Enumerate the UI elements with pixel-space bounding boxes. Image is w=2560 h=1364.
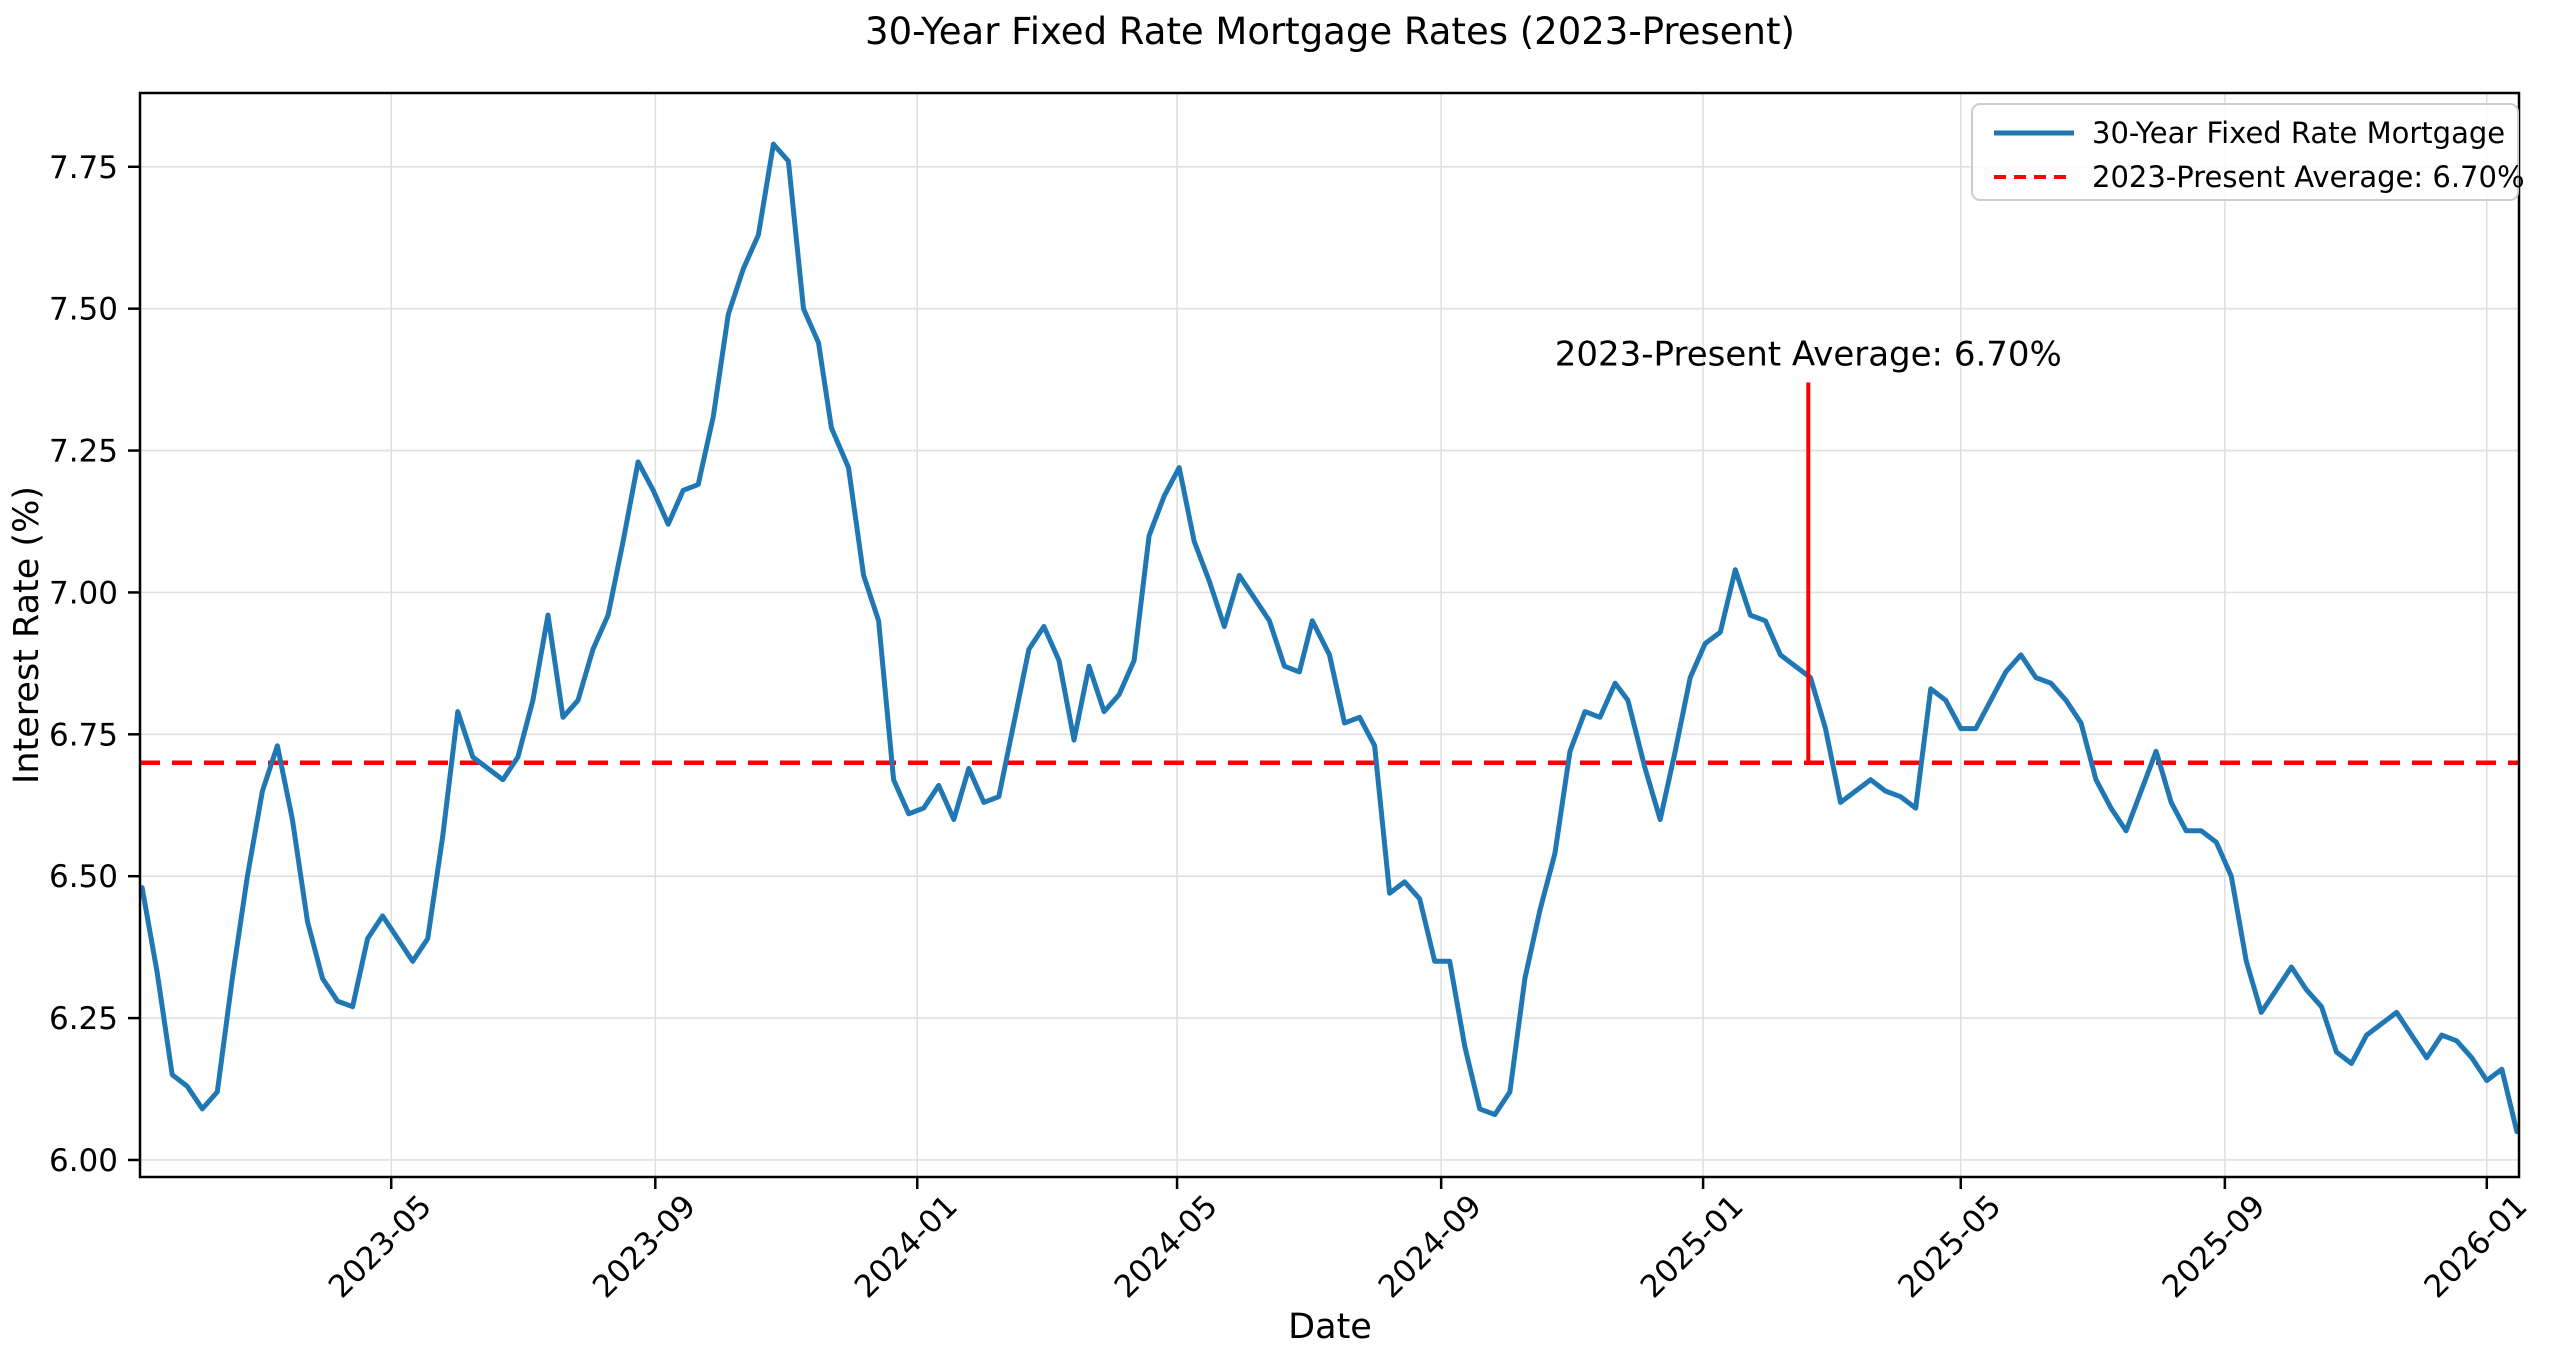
x-axis-label: Date xyxy=(1288,1307,1372,1347)
y-tick-label: 6.75 xyxy=(49,717,118,753)
x-tick-label: 2025-05 xyxy=(1891,1188,2008,1305)
axis-layer: 6.00 6.25 6.50 6.75 7.00 7.25 7.50 7.75 2023-05 2… xyxy=(49,150,2534,1305)
y-tick-label: 6.50 xyxy=(49,859,118,895)
legend-label-average: 2023-Present Average: 6.70% xyxy=(2092,160,2525,194)
y-tick-label: 7.50 xyxy=(49,292,118,328)
x-tick-label: 2026-01 xyxy=(2417,1188,2534,1305)
y-tick-label: 7.75 xyxy=(49,150,118,186)
x-tick-label: 2024-01 xyxy=(848,1188,965,1305)
y-tick-label: 7.00 xyxy=(49,575,118,611)
grid-layer xyxy=(140,93,2519,1177)
average-annotation-text: 2023-Present Average: 6.70% xyxy=(1555,334,2062,374)
x-tick-label: 2023-05 xyxy=(322,1188,439,1305)
x-tick-label: 2024-05 xyxy=(1108,1188,1225,1305)
plot-border xyxy=(138,91,2521,1179)
chart-title: 30-Year Fixed Rate Mortgage Rates (2023-… xyxy=(865,10,1795,53)
legend-box xyxy=(1971,103,2519,201)
legend-label-series: 30-Year Fixed Rate Mortgage xyxy=(2092,116,2505,150)
y-tick-label: 6.00 xyxy=(49,1143,118,1179)
x-tick-label: 2025-01 xyxy=(1634,1188,1751,1305)
x-tick-label: 2024-09 xyxy=(1372,1188,1489,1305)
y-tick-label: 7.25 xyxy=(49,434,118,470)
y-axis-label: Interest Rate (%) xyxy=(7,486,47,784)
x-tick-label: 2025-09 xyxy=(2155,1188,2272,1305)
mortgage-rate-line xyxy=(139,141,2520,1135)
x-tick-label: 2023-09 xyxy=(586,1188,703,1305)
legend: 30-Year Fixed Rate Mortgage 2023-Present… xyxy=(1971,103,2525,201)
data-layer xyxy=(139,141,2520,1135)
y-tick-label: 6.25 xyxy=(49,1001,118,1037)
